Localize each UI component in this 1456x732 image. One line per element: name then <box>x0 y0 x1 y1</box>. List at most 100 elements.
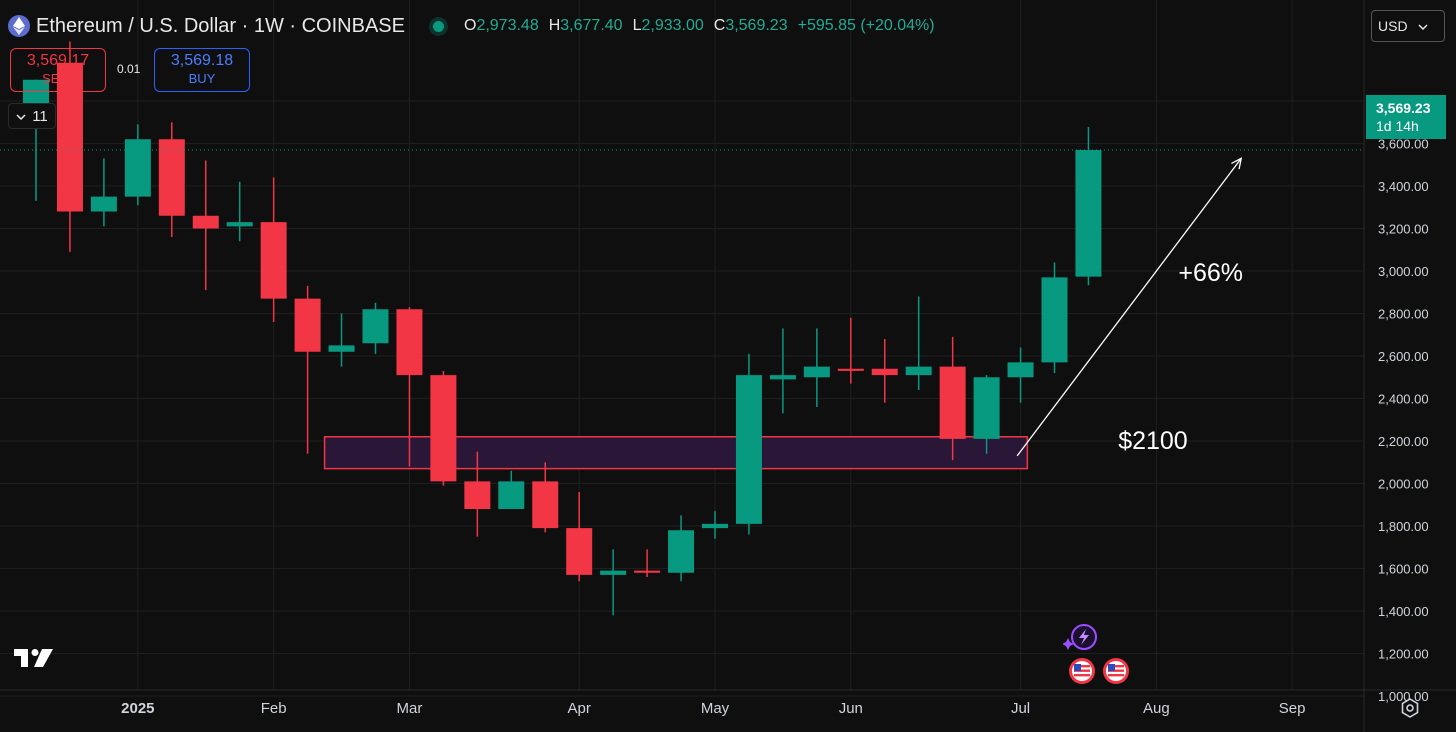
candle-body <box>939 366 966 439</box>
candle <box>260 177 287 322</box>
support-zone <box>323 436 1029 470</box>
candle <box>464 451 491 537</box>
x-tick-label: Feb <box>261 700 287 717</box>
currency-select[interactable]: USD <box>1371 10 1445 42</box>
buy-label: BUY <box>188 71 216 86</box>
market-status-dot <box>432 20 444 32</box>
candle <box>192 160 219 291</box>
candle <box>498 470 525 509</box>
candle-body <box>498 481 525 509</box>
y-tick-label: 1,200.00 <box>1378 647 1429 662</box>
us-flag-event-icon[interactable] <box>1101 656 1131 691</box>
price-change: +595.85 (+20.04%) <box>797 17 935 34</box>
annotations: +66% $2100 <box>0 149 1364 457</box>
candle-body <box>1075 150 1102 277</box>
support-zone-box <box>323 436 1029 470</box>
tradingview-logo-icon[interactable] <box>14 647 56 676</box>
candle <box>837 317 864 384</box>
candle <box>668 515 695 582</box>
y-tick-label: 1,600.00 <box>1378 562 1429 577</box>
y-tick-label: 3,000.00 <box>1378 264 1429 279</box>
ohlc-values: O2,973.48 H3,677.40 L2,933.00 C3,569.23 … <box>463 17 935 34</box>
candle <box>1075 127 1102 286</box>
candle-body <box>871 368 898 376</box>
candle <box>566 492 593 582</box>
chart-grid <box>0 0 1364 697</box>
chart-annotation: +66% <box>1178 259 1243 287</box>
candle <box>939 336 966 461</box>
candle <box>226 181 253 242</box>
candle <box>735 353 762 535</box>
y-tick-label: 1,000.00 <box>1378 689 1429 704</box>
candle <box>124 124 151 206</box>
candle-body <box>973 377 1000 439</box>
sell-price: 3,569.17 <box>26 52 90 69</box>
candle-body <box>668 530 695 573</box>
current-price-label: 3,569.23 1d 14h <box>1366 95 1446 139</box>
chart-annotation: $2100 <box>1118 427 1188 455</box>
candle-body <box>769 375 796 380</box>
candle <box>1007 347 1034 403</box>
candle-body <box>905 366 932 376</box>
x-tick-label: Jun <box>839 700 863 717</box>
y-tick-label: 2,200.00 <box>1378 434 1429 449</box>
y-tick-label: 2,600.00 <box>1378 349 1429 364</box>
sell-button[interactable]: 3,569.17 SELL <box>10 48 106 92</box>
x-tick-label: Mar <box>397 700 423 717</box>
candle-body <box>464 481 491 509</box>
candle-body <box>702 523 728 529</box>
candle <box>769 328 796 414</box>
indicator-count: 11 <box>32 107 48 125</box>
candle <box>973 375 1000 454</box>
candle-body <box>600 570 627 575</box>
candle <box>294 285 321 454</box>
currency-label: USD <box>1378 18 1408 34</box>
buy-button[interactable]: 3,569.18 BUY <box>154 48 250 92</box>
candle <box>871 339 898 403</box>
candle <box>158 122 185 237</box>
candle-body <box>634 570 661 573</box>
trend-arrow-head <box>1231 157 1243 170</box>
candle <box>600 549 627 616</box>
candle <box>56 41 83 252</box>
candle-body <box>735 375 762 524</box>
y-tick-label: 2,400.00 <box>1378 392 1429 407</box>
candle <box>90 158 117 227</box>
candle-body <box>1041 277 1068 363</box>
bar-countdown: 1d 14h <box>1376 118 1419 134</box>
settings-gear-icon[interactable] <box>1399 697 1421 724</box>
candle-body <box>430 375 457 482</box>
candle <box>1041 262 1068 373</box>
candle-body <box>532 481 559 529</box>
candle <box>396 307 423 467</box>
chevron-down-icon <box>16 108 26 125</box>
x-tick-label: Apr <box>568 700 591 717</box>
x-tick-label: Sep <box>1279 700 1306 717</box>
x-tick-label: Aug <box>1143 700 1170 717</box>
candle-body <box>328 345 355 352</box>
candle-body <box>226 222 253 227</box>
y-tick-label: 1,400.00 <box>1378 604 1429 619</box>
candle-body <box>260 222 287 299</box>
y-tick-label: 1,800.00 <box>1378 519 1429 534</box>
y-tick-label: 3,200.00 <box>1378 222 1429 237</box>
candle-body <box>90 196 117 212</box>
flash-event-icon[interactable] <box>1062 622 1099 659</box>
us-flag-event-icon[interactable] <box>1067 656 1097 691</box>
x-tick-label: Jul <box>1011 700 1030 717</box>
candle-body <box>158 139 185 216</box>
candle-body <box>566 528 593 575</box>
candle-body <box>803 366 830 378</box>
indicators-toggle[interactable]: 11 <box>8 103 56 129</box>
candle-body <box>396 309 423 376</box>
x-tick-label: 2025 <box>121 700 154 717</box>
candle-body <box>124 139 151 197</box>
candle <box>803 328 830 407</box>
chevron-down-icon <box>1418 18 1428 34</box>
x-tick-label: May <box>701 700 730 717</box>
ethereum-icon <box>8 15 30 37</box>
symbol-title[interactable]: Ethereum / U.S. Dollar · 1W · COINBASE <box>36 14 405 37</box>
candle <box>634 549 661 577</box>
